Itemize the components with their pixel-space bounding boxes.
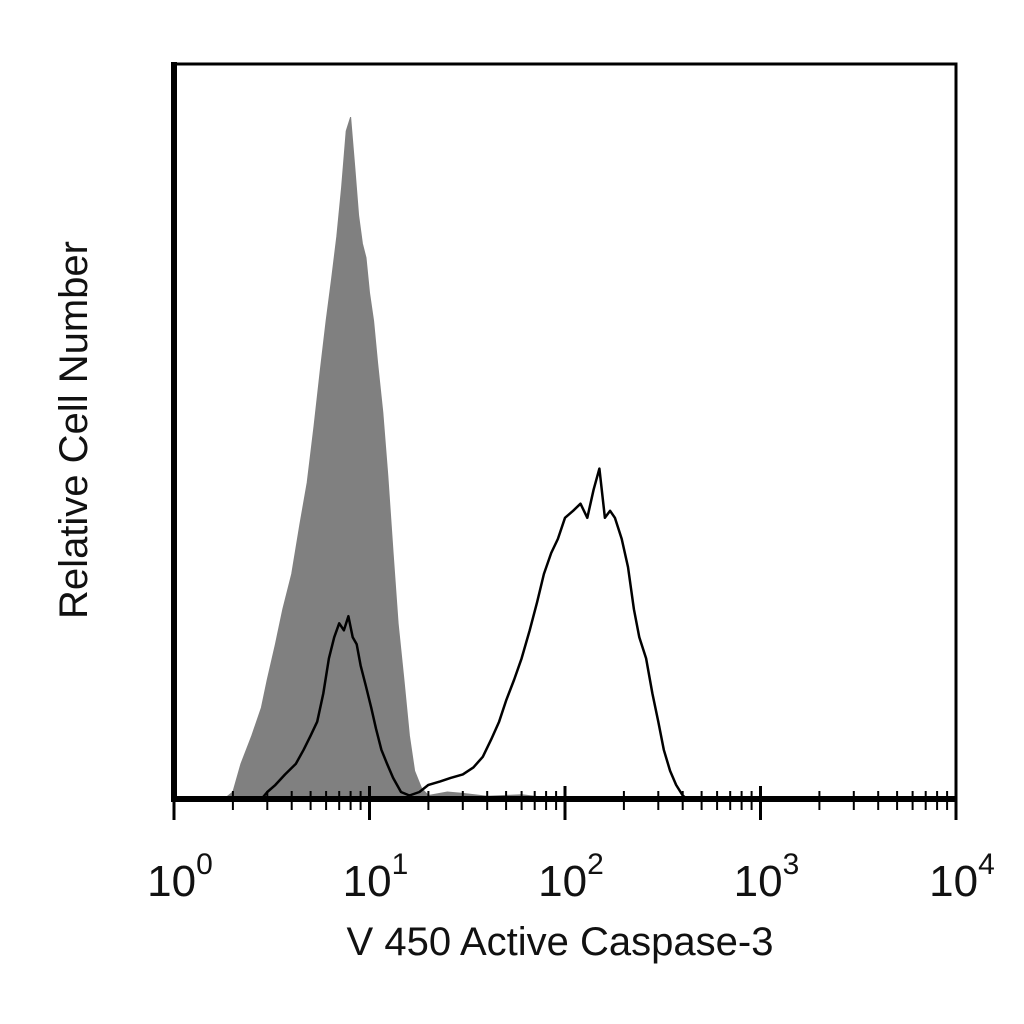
- x-axis-tick-labels: 100 101 102 103 104: [147, 848, 995, 906]
- x-tick-label: 101: [343, 848, 409, 906]
- series-outline-histogram: [260, 467, 688, 800]
- x-tick-label: 100: [147, 848, 213, 906]
- y-axis-title: Relative Cell Number: [52, 241, 96, 619]
- x-tick-label: 104: [929, 848, 995, 906]
- series-filled-histogram: [222, 116, 547, 800]
- x-tick-label: 103: [734, 848, 800, 906]
- plot-area: [222, 116, 688, 800]
- x-axis-title: V 450 Active Caspase-3: [347, 920, 774, 964]
- x-tick-label: 102: [538, 848, 604, 906]
- x-axis-ticks: [172, 786, 958, 820]
